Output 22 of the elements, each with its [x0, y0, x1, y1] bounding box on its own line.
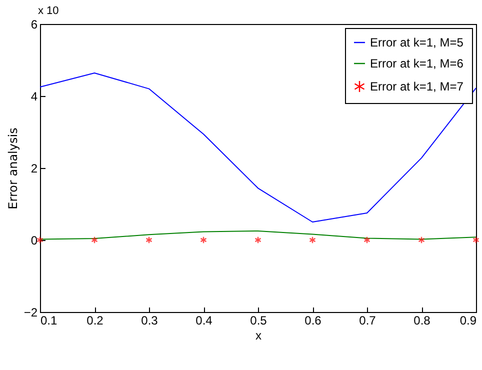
- legend-label: Error at k=1, M=5: [370, 36, 464, 50]
- y-axis-title: Error analysis: [6, 128, 20, 210]
- y-tick-label: 4: [30, 90, 38, 104]
- x-tick-label: 0.2: [86, 314, 104, 328]
- x-tick-label: 0.4: [196, 314, 213, 328]
- line-series: [40, 72, 476, 222]
- legend-label: Error at k=1, M=6: [370, 56, 464, 70]
- x-axis-title: x: [256, 328, 262, 342]
- x-tick-label: 0.3: [141, 314, 158, 328]
- text: x 10: [38, 5, 59, 17]
- legend-label: Error at k=1, M=7: [370, 80, 464, 94]
- y-tick-label: 0: [30, 234, 38, 248]
- x-tick-label: 0.1: [40, 314, 58, 328]
- y-tick-label: −2: [24, 306, 38, 320]
- x-tick-label: 0.7: [359, 314, 376, 328]
- y-tick-label: 6: [30, 18, 38, 32]
- line-series: [40, 230, 476, 240]
- x-tick-label: 0.9: [460, 314, 477, 328]
- x-tick-label: 0.8: [414, 314, 431, 328]
- x-tick-label: 0.6: [304, 314, 322, 328]
- x-tick-label: 0.5: [250, 314, 268, 328]
- y-tick-label: 2: [30, 162, 38, 176]
